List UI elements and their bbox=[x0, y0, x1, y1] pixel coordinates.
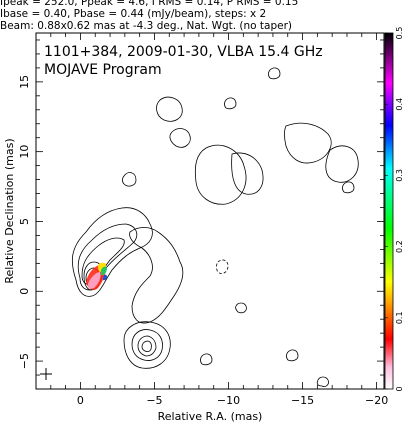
beam-marker bbox=[40, 368, 52, 380]
pol-green-region bbox=[101, 266, 107, 276]
contour-negative bbox=[216, 259, 229, 274]
axis-ticks: 0 −5 −10 −15 −20 −5 0 5 10 15 bbox=[18, 33, 388, 407]
plot-frame bbox=[35, 32, 385, 390]
contour-halo bbox=[194, 144, 247, 205]
colorbar bbox=[384, 32, 394, 390]
beam-line: Beam: 0.88x0.62 mas at -4.3 deg., Nat. W… bbox=[0, 20, 293, 32]
contour-blob-9 bbox=[200, 353, 213, 366]
y-tick-label: 10 bbox=[18, 145, 31, 159]
colorbar-tick-label: 0.5 bbox=[395, 27, 404, 40]
x-tick-label: −20 bbox=[365, 394, 388, 407]
x-tick-label: −15 bbox=[291, 394, 314, 407]
stats-line-2: Ibase = 0.40, Pbase = 0.44 (mJy/beam), s… bbox=[0, 8, 267, 20]
contour-nw-lobe bbox=[325, 145, 359, 183]
colorbar-tick-label: 0.2 bbox=[395, 240, 404, 253]
colorbar-tick-label: 0 bbox=[395, 386, 404, 391]
contour-diffuse-jet bbox=[129, 227, 184, 324]
colorbar-tick-label: 0.4 bbox=[395, 98, 404, 111]
contour-outer-arm bbox=[284, 122, 332, 164]
colorbar-tick-label: 0.1 bbox=[395, 311, 404, 324]
contour-blob-6 bbox=[342, 181, 355, 194]
contour-knot-b-outer bbox=[123, 321, 171, 369]
polarization-colour-region bbox=[86, 262, 107, 290]
pol-blue-region bbox=[103, 274, 107, 281]
x-tick-label: 0 bbox=[77, 394, 84, 407]
contour-blob-5 bbox=[224, 97, 237, 110]
contour-knot-b-3 bbox=[137, 335, 157, 357]
contour-blob-3 bbox=[122, 172, 137, 187]
contour-blob-8 bbox=[316, 376, 329, 387]
contour-blob-2 bbox=[169, 128, 191, 148]
map-subtitle: MOJAVE Program bbox=[44, 62, 162, 78]
stats-line-1: Ipeak = 252.0, Ppeak = 4.6, I RMS = 0.14… bbox=[0, 0, 299, 8]
contour-blob-1 bbox=[156, 96, 183, 122]
contour-knot-b-2 bbox=[131, 329, 163, 361]
x-tick-label: −10 bbox=[217, 394, 240, 407]
map-title: 1101+384, 2009-01-30, VLBA 15.4 GHz bbox=[44, 44, 323, 60]
y-tick-label: −5 bbox=[18, 353, 31, 369]
y-tick-label: 5 bbox=[18, 218, 31, 225]
colorbar-tick-label: 0.3 bbox=[395, 169, 404, 182]
contour-lines bbox=[71, 67, 359, 387]
y-tick-label: 0 bbox=[18, 288, 31, 295]
colorbar-ticks: 0 0.1 0.2 0.3 0.4 0.5 bbox=[385, 27, 404, 392]
contour-knot-b-4 bbox=[141, 340, 152, 352]
x-axis-label: Relative R.A. (mas) bbox=[158, 410, 263, 423]
y-axis-label: Relative Declination (mas) bbox=[3, 138, 16, 283]
y-tick-label: 15 bbox=[18, 75, 31, 89]
contour-blob-10 bbox=[286, 349, 299, 362]
pol-pink-region bbox=[88, 272, 101, 289]
contour-blob-7 bbox=[235, 302, 247, 314]
x-tick-label: −5 bbox=[146, 394, 162, 407]
contour-halo-2 bbox=[231, 152, 264, 195]
contour-blob-4 bbox=[268, 67, 281, 80]
contour-jet-outer bbox=[71, 207, 153, 297]
